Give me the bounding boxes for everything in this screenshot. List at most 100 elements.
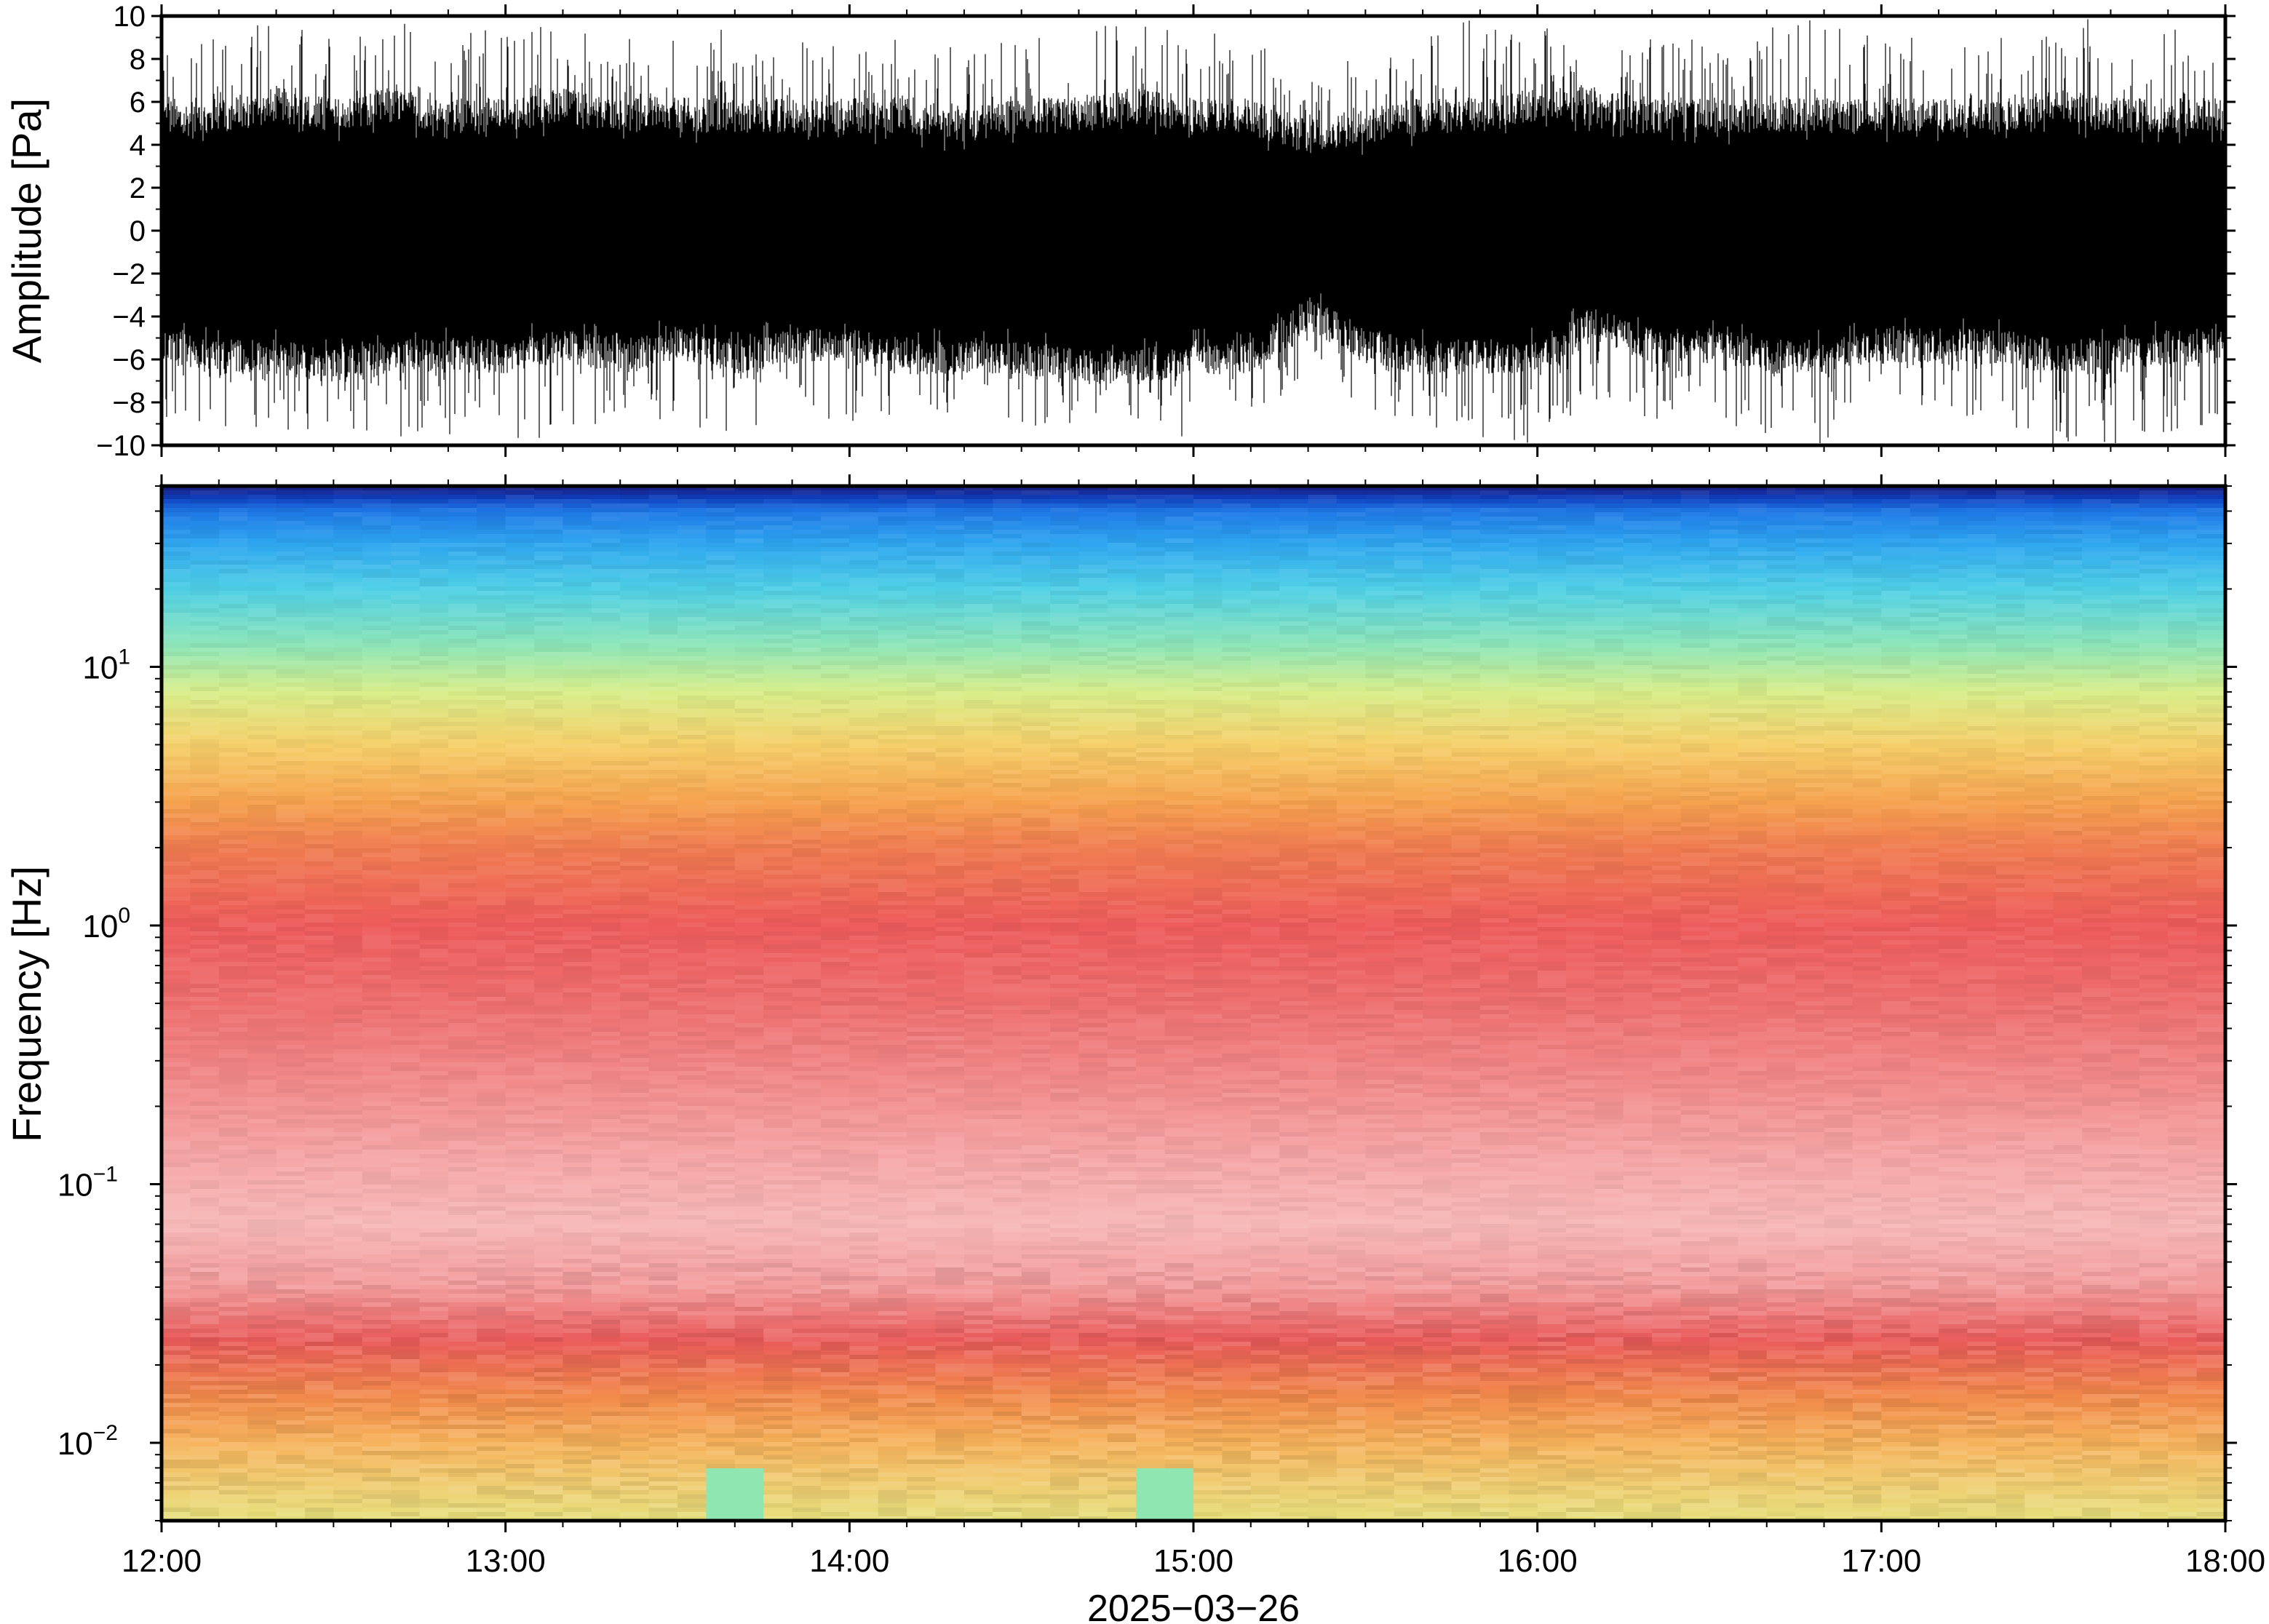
spectrogram-cell	[218, 1272, 248, 1277]
spectrogram-cell	[534, 595, 564, 600]
spectrogram-cell	[218, 1119, 248, 1124]
spectrogram-cell	[534, 530, 564, 535]
spectrogram-cell	[276, 595, 306, 600]
spectrogram-cell	[304, 892, 334, 897]
spectrogram-cell	[706, 1237, 736, 1242]
spectrogram-cell	[563, 634, 592, 640]
spectrogram-cell	[534, 831, 564, 836]
spectrogram-cell	[247, 1006, 277, 1011]
spectrogram-cell	[448, 578, 477, 583]
spectrogram-cell	[563, 735, 592, 740]
spectrogram-cell	[419, 1460, 449, 1465]
spectrogram-cell	[534, 879, 564, 884]
spectrogram-cell	[477, 1097, 506, 1102]
spectrogram-cell	[648, 1355, 678, 1360]
spectrogram-cell	[620, 1494, 650, 1500]
spectrogram-cell	[276, 560, 306, 565]
spectrogram-cell	[276, 1202, 306, 1207]
spectrogram-cell	[734, 538, 764, 544]
spectrogram-cell	[648, 1364, 678, 1369]
spectrogram-cell	[563, 783, 592, 788]
spectrogram-cell	[505, 857, 535, 862]
spectrogram-cell	[591, 901, 621, 906]
spectrogram-cell	[333, 512, 363, 517]
spectrogram-cell	[190, 931, 220, 936]
spectrogram-cell	[333, 1503, 363, 1508]
spectrogram-cell	[218, 1473, 248, 1478]
spectrogram-cell	[648, 1429, 678, 1434]
spectrogram-cell	[591, 726, 621, 731]
spectrogram-cell	[162, 709, 191, 714]
spectrogram-cell	[648, 909, 678, 915]
spectrogram-cell	[563, 1067, 592, 1072]
spectrogram-cell	[419, 1119, 449, 1124]
spectrogram-cell	[362, 604, 392, 609]
spectrogram-cell	[247, 569, 277, 574]
spectrogram-cell	[276, 883, 306, 888]
spectrogram-cell	[448, 1154, 477, 1159]
spectrogram-cell	[247, 1171, 277, 1177]
spectrogram-cell	[419, 486, 449, 491]
spectrogram-cell	[706, 744, 736, 749]
spectrogram-cell	[563, 1412, 592, 1417]
spectrogram-cell	[448, 1481, 477, 1486]
spectrogram-cell	[591, 1145, 621, 1150]
spectrogram-cell	[620, 665, 650, 670]
spectrogram-cell	[391, 744, 421, 749]
spectrogram-cell	[534, 1145, 564, 1150]
spectrogram-cell	[362, 1049, 392, 1054]
spectrogram-cell	[162, 1145, 191, 1150]
spectrogram-cell	[734, 813, 764, 819]
spectrogram-cell	[333, 1150, 363, 1155]
spectrogram-cell	[677, 608, 707, 613]
spectrogram-cell	[448, 1067, 477, 1072]
spectrogram-cell	[304, 1202, 334, 1207]
spectrogram-cell	[648, 1451, 678, 1456]
spectrogram-cell	[648, 512, 678, 517]
spectrogram-cell	[677, 735, 707, 740]
spectrogram-cell	[391, 1206, 421, 1211]
spectrogram-cell	[218, 936, 248, 941]
spectrogram-cell	[391, 857, 421, 862]
spectrogram-cell	[247, 678, 277, 683]
spectrogram-cell	[505, 822, 535, 827]
spectrogram-cell	[677, 1364, 707, 1369]
spectrogram-cell	[620, 731, 650, 736]
spectrogram-cell	[333, 1246, 363, 1251]
spectrogram-cell	[505, 944, 535, 950]
spectrogram-cell	[391, 909, 421, 915]
spectrogram-cell	[448, 853, 477, 858]
spectrogram-cell	[162, 892, 191, 897]
spectrogram-cell	[276, 848, 306, 853]
spectrogram-cell	[304, 1150, 334, 1155]
spectrogram-cell	[333, 726, 363, 731]
spectrogram-cell	[391, 687, 421, 692]
spectrogram-cell	[276, 591, 306, 596]
spectrogram-cell	[505, 748, 535, 753]
spectrogram-cell	[304, 1272, 334, 1277]
spectrogram-cell	[477, 534, 506, 539]
spectrogram-cell	[677, 1027, 707, 1032]
spectrogram-cell	[677, 866, 707, 871]
spectrogram-cell	[391, 556, 421, 561]
spectrogram-cell	[162, 1494, 191, 1500]
spectrogram-cell	[304, 534, 334, 539]
spectrogram-cell	[563, 639, 592, 644]
spectrogram-cell	[391, 774, 421, 779]
spectrogram-cell	[591, 1132, 621, 1137]
spectrogram-cell	[190, 1088, 220, 1094]
spectrogram-cell	[648, 844, 678, 849]
spectrogram-cell	[706, 966, 736, 971]
spectrogram-cell	[448, 1359, 477, 1364]
spectrogram-cell	[362, 1058, 392, 1063]
spectrogram-cell	[534, 1337, 564, 1342]
spectrogram-cell	[477, 1189, 506, 1194]
spectrogram-cell	[391, 1167, 421, 1172]
spectrogram-cell	[333, 927, 363, 932]
spectrogram-cell	[247, 1058, 277, 1063]
spectrogram-cell	[591, 495, 621, 500]
spectrogram-cell	[677, 1403, 707, 1408]
spectrogram-cell	[162, 547, 191, 552]
spectrogram-cell	[276, 700, 306, 705]
spectrogram-cell	[620, 1023, 650, 1028]
